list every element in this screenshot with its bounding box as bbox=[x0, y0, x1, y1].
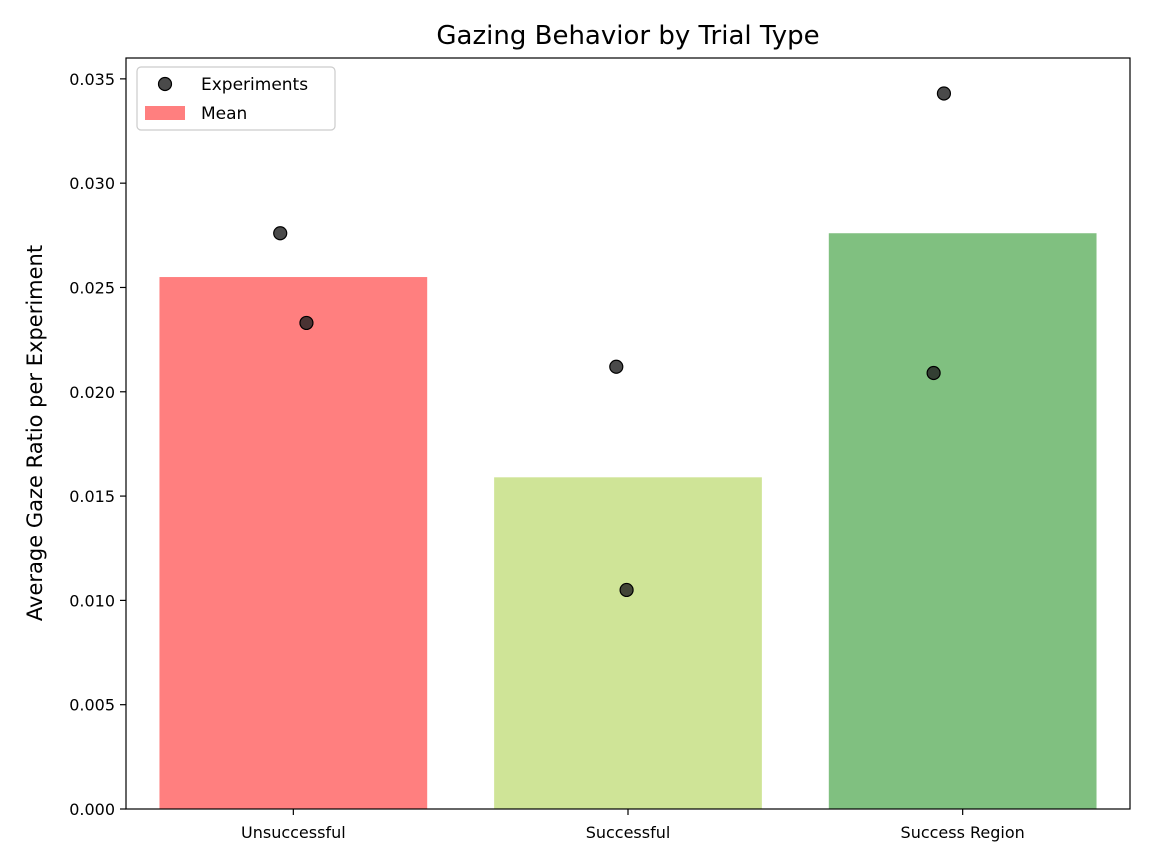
bars-layer bbox=[159, 233, 1097, 810]
y-tick-label: 0.030 bbox=[69, 174, 115, 193]
legend-box bbox=[136, 66, 336, 131]
y-axis-title: Average Gaze Ratio per Experiment bbox=[23, 245, 47, 621]
experiment-point bbox=[299, 315, 314, 331]
points-layer bbox=[273, 86, 952, 598]
y-tick-label: 0.025 bbox=[69, 278, 115, 297]
experiment-point bbox=[609, 359, 624, 374]
chart-title: Gazing Behavior by Trial Type bbox=[436, 21, 819, 51]
bar-unsuccessful bbox=[159, 277, 428, 810]
bar-successful bbox=[494, 477, 762, 809]
bar-success-region bbox=[828, 233, 1097, 809]
axes-layer: 0.000 0.005 0.010 0.015 0.020 0.025 0.030 0.035… bbox=[69, 57, 1131, 842]
y-tick-label: 0.000 bbox=[69, 800, 115, 819]
legend: Experiments Mean bbox=[136, 66, 336, 131]
y-tick-label: 0.020 bbox=[69, 383, 115, 402]
experiment-point bbox=[619, 582, 634, 598]
experiment-point bbox=[273, 226, 288, 241]
x-tick-label: Successful bbox=[586, 823, 671, 842]
x-tick-label: Success Region bbox=[901, 823, 1025, 842]
y-tick-label: 0.015 bbox=[69, 487, 115, 506]
legend-label: Experiments bbox=[201, 75, 308, 95]
experiment-point bbox=[936, 86, 952, 101]
legend-patch bbox=[145, 106, 185, 120]
y-tick-label: 0.035 bbox=[69, 70, 115, 89]
y-tick-label: 0.010 bbox=[69, 591, 115, 610]
y-tick-label: 0.005 bbox=[69, 696, 115, 715]
legend-marker bbox=[157, 76, 173, 92]
x-tick-label: Unsuccessful bbox=[241, 823, 346, 842]
experiment-point bbox=[926, 365, 941, 381]
legend-label: Mean bbox=[201, 104, 247, 124]
